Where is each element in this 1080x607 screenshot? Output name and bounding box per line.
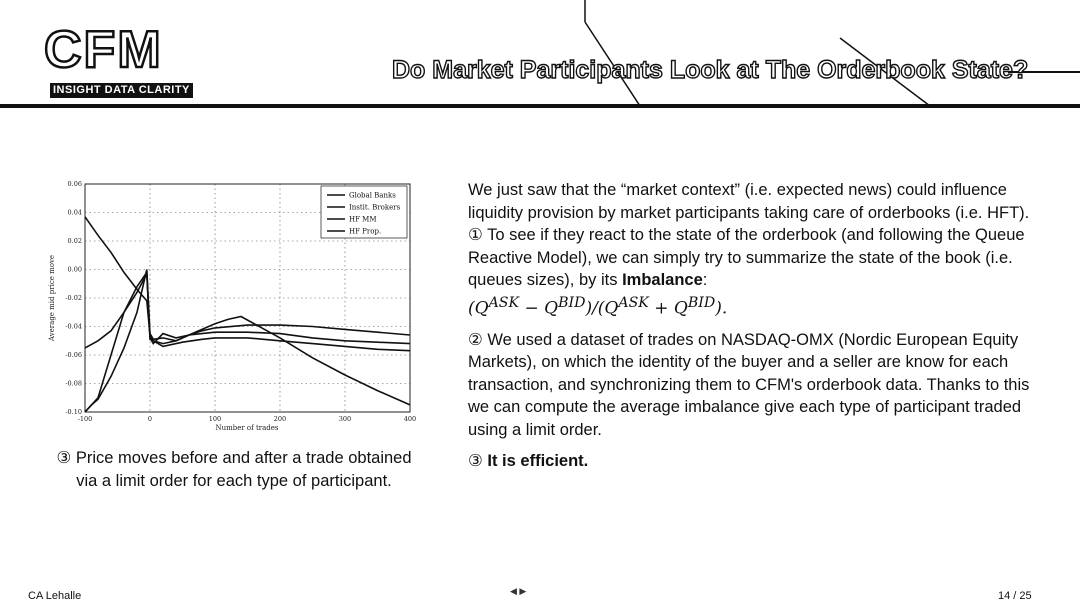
efficient-prefix: ③ bbox=[468, 452, 488, 471]
paragraph-imbalance: ① To see if they react to the state of t… bbox=[468, 224, 1048, 292]
page-number: 14 / 25 bbox=[998, 590, 1032, 602]
legend-label: HF MM bbox=[349, 216, 377, 224]
chart-legend: Global Banks Instit. Brokers HF MM HF Prop. bbox=[320, 185, 408, 239]
legend-label: HF Prop. bbox=[349, 228, 381, 236]
series-line bbox=[84, 270, 411, 413]
logo-tagline: INSIGHT DATA CLARITY bbox=[50, 83, 193, 98]
chart-series bbox=[84, 216, 411, 413]
efficient-statement: It is efficient. bbox=[487, 452, 589, 471]
y-tick-label: -0.02 bbox=[65, 294, 82, 302]
x-axis-label: Number of trades bbox=[215, 424, 278, 432]
body-text: We just saw that the “market context” (i… bbox=[468, 179, 1048, 473]
y-tick-label: -0.08 bbox=[65, 380, 82, 388]
legend-label: Global Banks bbox=[349, 192, 396, 200]
series-line bbox=[84, 269, 411, 413]
x-tick-label: -100 bbox=[78, 415, 93, 423]
y-tick-label: -0.04 bbox=[65, 323, 82, 331]
y-tick-label: 0.00 bbox=[68, 266, 82, 274]
y-tick-label: 0.06 bbox=[68, 180, 82, 188]
x-tick-label: 100 bbox=[209, 415, 221, 423]
legend-label: Instit. Brokers bbox=[349, 204, 401, 212]
plot-frame bbox=[84, 183, 411, 413]
y-axis-label: Average mid price move bbox=[48, 255, 56, 342]
imbalance-colon: : bbox=[702, 271, 708, 289]
slide-title: Do Market Participants Look at The Order… bbox=[391, 55, 1029, 84]
x-tick-label: 300 bbox=[339, 415, 351, 423]
y-tick-label: -0.06 bbox=[65, 351, 82, 359]
imbalance-formula: (QASK − QBID)/(QASK + QBID). bbox=[468, 294, 728, 319]
x-tick-label: 0 bbox=[148, 415, 152, 423]
paragraph-efficient: ③ It is efficient. bbox=[468, 450, 1048, 473]
chart-ticks: -100 0 100 200 300 400 0.06 0.04 0.02 0.00 -0.02 -0… bbox=[65, 180, 416, 423]
series-line bbox=[84, 216, 411, 352]
cfm-logo: CFM bbox=[43, 20, 163, 81]
figure-caption: ③ Price moves before and after a trade o… bbox=[56, 449, 412, 490]
paragraph-dataset: ② We used a dataset of trades on NASDAQ-… bbox=[468, 330, 1030, 439]
footer-author: CA Lehalle bbox=[28, 590, 82, 602]
navigation-icon[interactable]: ◀ ▶ bbox=[510, 586, 527, 596]
imbalance-text: ① To see if they react to the state of t… bbox=[468, 226, 1025, 289]
y-tick-label: 0.02 bbox=[68, 237, 82, 245]
y-tick-label: 0.04 bbox=[68, 209, 82, 217]
paragraph-context: We just saw that the “market context” (i… bbox=[468, 181, 1030, 222]
x-tick-label: 400 bbox=[404, 415, 416, 423]
price-move-chart: -100 0 100 200 300 400 0.06 0.04 0.02 0.00 -0.02 -0… bbox=[48, 180, 416, 432]
imbalance-term: Imbalance bbox=[622, 271, 703, 289]
header-decoration bbox=[0, 0, 1080, 108]
x-tick-label: 200 bbox=[274, 415, 286, 423]
y-tick-label: -0.10 bbox=[65, 408, 82, 416]
